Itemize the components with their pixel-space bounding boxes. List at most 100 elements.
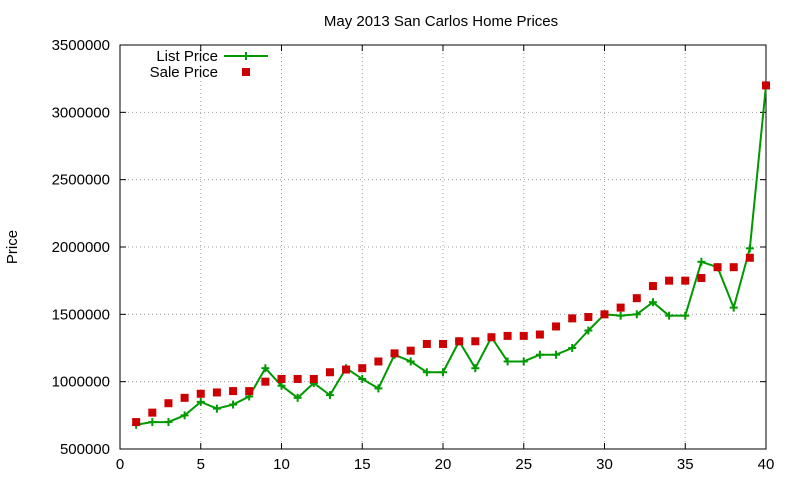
data-point (600, 310, 609, 319)
data-point (406, 357, 415, 366)
data-point (762, 81, 770, 90)
data-point (487, 333, 496, 342)
data-point (132, 418, 141, 427)
data-point (584, 326, 593, 335)
data-point (665, 276, 674, 285)
data-point (148, 418, 157, 427)
x-tick-label: 10 (273, 456, 290, 473)
data-point (390, 349, 399, 358)
data-point (164, 399, 173, 408)
data-point (648, 298, 657, 307)
y-tick-label: 3000000 (52, 104, 110, 121)
data-point (665, 311, 674, 320)
data-point (697, 257, 706, 266)
x-tick-label: 20 (435, 456, 452, 473)
data-point (439, 368, 447, 377)
data-point (568, 344, 577, 352)
x-tick-label: 40 (758, 456, 775, 473)
data-point (261, 364, 270, 373)
data-point (277, 381, 286, 390)
grid (120, 45, 766, 449)
x-tick-label: 30 (596, 456, 613, 473)
data-point (471, 337, 480, 346)
data-point (309, 374, 318, 383)
data-point (745, 244, 754, 253)
x-tick-label: 5 (197, 456, 205, 473)
y-tick-label: 500000 (60, 441, 110, 458)
data-point (729, 303, 738, 312)
data-point (681, 276, 690, 285)
data-point (212, 388, 221, 397)
legend-marker-sale-price (242, 68, 250, 76)
y-tick-label: 2500000 (52, 172, 110, 189)
legend-plus (242, 52, 250, 60)
series-list-price (132, 81, 770, 429)
data-point (697, 273, 706, 282)
data-point (535, 330, 544, 339)
data-point (552, 350, 561, 359)
chart-title: May 2013 San Carlos Home Prices (324, 13, 558, 30)
data-point (648, 282, 657, 291)
data-point (325, 368, 334, 377)
data-point (342, 365, 351, 374)
y-tick-label: 1500000 (52, 306, 110, 323)
x-tick-label: 35 (677, 456, 694, 473)
data-point (229, 400, 238, 409)
data-point (584, 313, 593, 322)
legend: List Price Sale Price (150, 48, 268, 81)
data-point (148, 408, 157, 417)
data-point (503, 331, 512, 340)
data-point (374, 357, 383, 366)
data-point (439, 339, 447, 348)
data-point (358, 364, 367, 373)
series-sale-price (132, 81, 770, 427)
data-point (519, 357, 528, 366)
data-point (245, 387, 254, 396)
data-point (358, 374, 367, 383)
data-point (535, 350, 544, 359)
data-point (713, 263, 722, 272)
data-point (325, 391, 334, 400)
y-tick-label: 1000000 (52, 374, 110, 391)
data-point (180, 411, 189, 420)
data-point (422, 368, 431, 377)
y-tick-label: 3500000 (52, 37, 110, 54)
data-point (568, 314, 577, 323)
data-point (212, 404, 221, 413)
data-point (632, 294, 641, 303)
data-point (422, 339, 431, 348)
data-point (471, 364, 480, 373)
data-point (277, 374, 286, 383)
data-point (196, 389, 205, 398)
data-point (261, 377, 270, 386)
y-tick-label: 2000000 (52, 239, 110, 256)
x-tick-label: 0 (116, 456, 124, 473)
legend-label-sale-price: Sale Price (150, 64, 218, 81)
series (132, 81, 770, 429)
data-point (681, 311, 690, 320)
series-line (135, 85, 767, 426)
data-point (406, 346, 415, 355)
data-point (293, 374, 302, 383)
x-tick-label: 25 (515, 456, 532, 473)
data-point (519, 331, 528, 340)
data-point (729, 263, 738, 272)
data-point (180, 393, 189, 402)
data-point (616, 303, 625, 312)
data-point (616, 311, 625, 320)
data-point (293, 393, 302, 402)
legend-square (242, 68, 250, 76)
y-axis-label: Price (4, 230, 21, 264)
legend-label-list-price: List Price (156, 48, 218, 65)
data-point (374, 384, 383, 393)
x-tick-label: 15 (354, 456, 371, 473)
legend-marker-list-price (224, 52, 268, 60)
data-point (745, 253, 754, 262)
data-point (632, 310, 641, 319)
data-point (552, 322, 561, 331)
data-point (455, 337, 464, 346)
data-point (229, 387, 238, 396)
ticks: 0 5 10 15 20 25 30 35 40 500000 1000000 1500000 2000… (52, 37, 775, 473)
data-point (503, 357, 512, 366)
